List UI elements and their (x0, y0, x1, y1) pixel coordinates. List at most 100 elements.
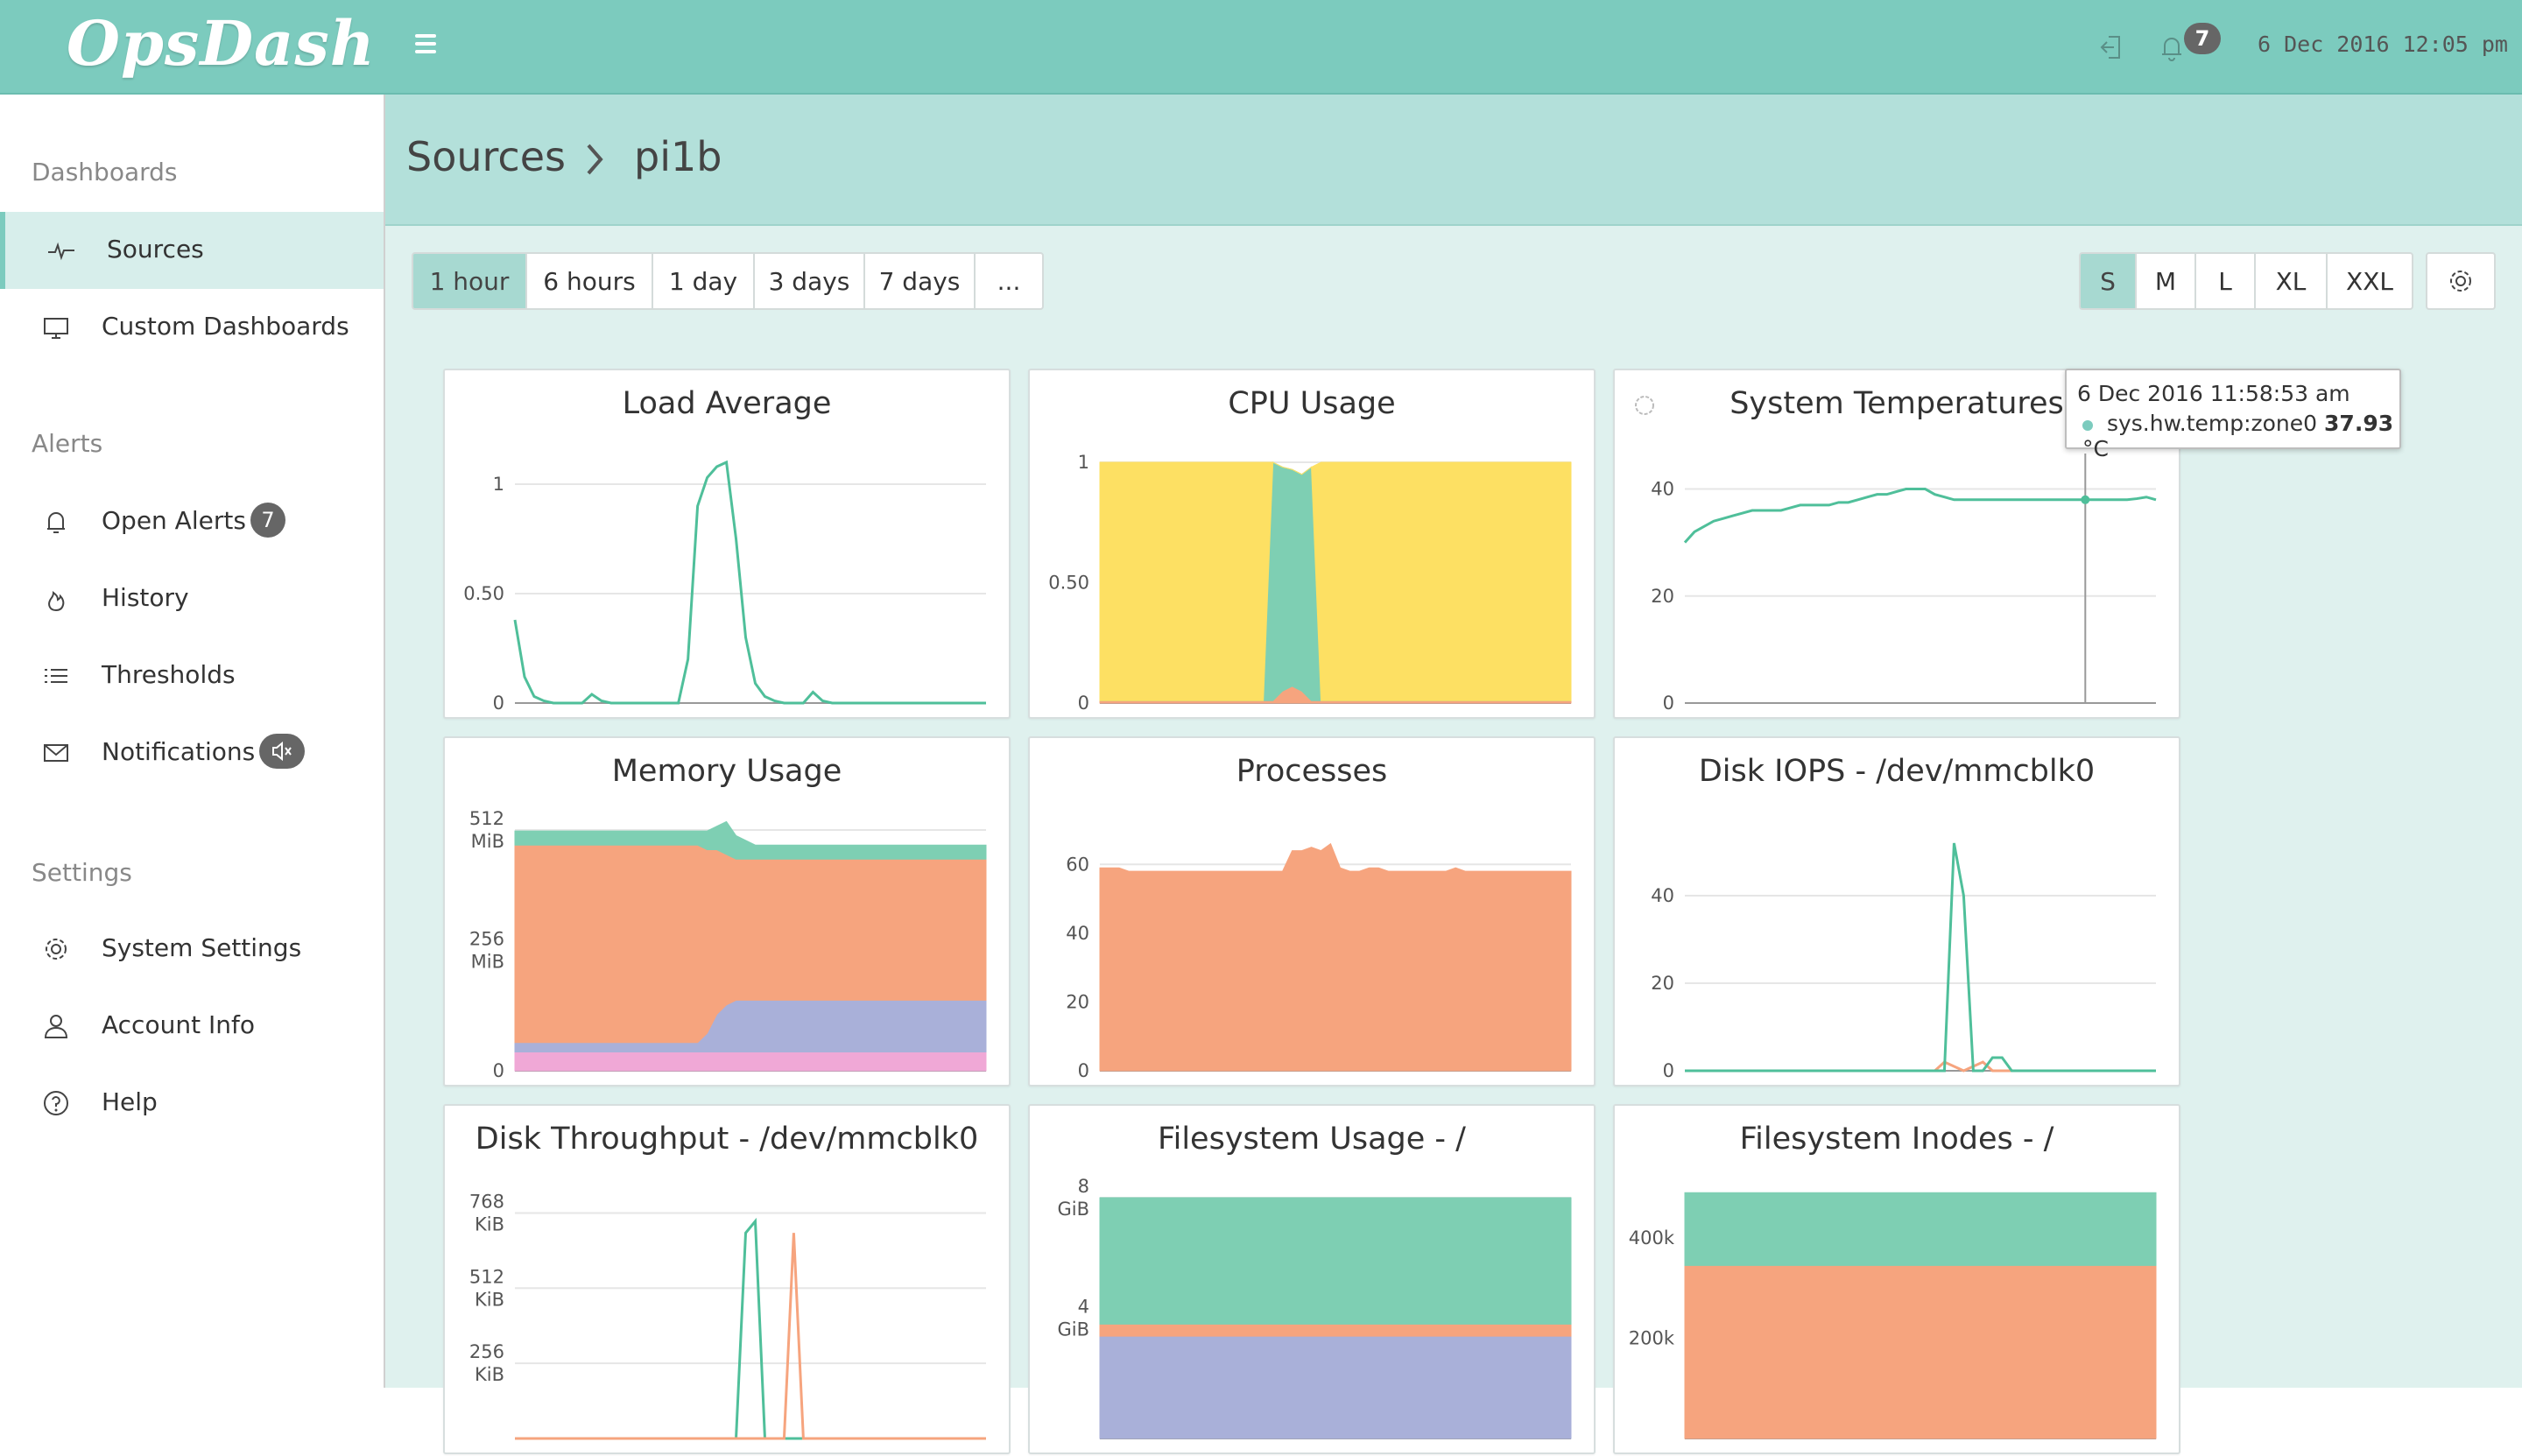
speaker-mute-icon (272, 741, 292, 762)
y-tick-label: 40 (1651, 885, 1674, 906)
y-tick-label: 60 (1066, 854, 1089, 875)
time-range-6-hours[interactable]: 6 hours (525, 252, 653, 310)
tooltip-value: 37.93 (2324, 411, 2394, 436)
monitor-icon (44, 318, 68, 339)
area-series-0[interactable] (1099, 842, 1572, 1072)
line-series-1[interactable] (1685, 842, 2156, 1073)
y-tick-label: MiB (471, 952, 504, 973)
chart-card[interactable]: Disk Throughput - /dev/mmcblk0 256 KiB 512 K… (443, 1104, 1011, 1454)
chart-plot: 0 0.50 1 (1048, 452, 1572, 714)
tooltip-time: 6 Dec 2016 11:58:53 am (2077, 381, 2350, 406)
chart-card[interactable]: Filesystem Usage - /4 GiB 8 GiB (1028, 1104, 1596, 1454)
y-tick-label: 200k (1629, 1327, 1675, 1348)
chart-card[interactable]: Disk IOPS - /dev/mmcblk0 0 20 40 (1613, 736, 2180, 1087)
area-series-2[interactable] (1099, 461, 1572, 701)
breadcrumb: Sources pi1b (385, 95, 2522, 226)
size-m[interactable]: M (2135, 252, 2196, 310)
size-s[interactable]: S (2079, 252, 2137, 310)
chart-title: Disk Throughput - /dev/mmcblk0 (475, 1122, 979, 1157)
chart-tooltip: 6 Dec 2016 11:58:53 am sys.hw.temp:zone0… (2065, 369, 2401, 461)
notification-count-badge[interactable]: 7 (2184, 23, 2221, 54)
area-series-1[interactable] (1099, 1323, 1572, 1337)
chart-title: Filesystem Usage - / (1158, 1122, 1466, 1157)
y-tick-label: 40 (1651, 479, 1674, 500)
area-series-0[interactable] (514, 1052, 987, 1072)
y-tick-label: 4 (1078, 1297, 1089, 1318)
area-series-1[interactable] (1684, 1192, 2157, 1266)
chart-title: Load Average (622, 386, 832, 421)
y-tick-label: 0 (1078, 1060, 1089, 1081)
sidebar-item-label: System Settings (102, 933, 302, 962)
area-series-3[interactable] (514, 820, 987, 860)
time-range-1-day[interactable]: 1 day (652, 252, 755, 310)
list-icon (45, 669, 67, 683)
size-selector: S M L XL XXL (2079, 252, 2413, 310)
hover-point (2081, 495, 2090, 504)
sidebar-item-label: History (102, 583, 189, 612)
breadcrumb-current: pi1b (634, 133, 722, 180)
sidebar-section-settings: Settings (32, 858, 132, 887)
sidebar-item-system-settings[interactable]: System Settings (0, 911, 384, 988)
chart-title: Memory Usage (611, 754, 842, 789)
envelope-icon (44, 744, 68, 762)
flame-icon (48, 591, 65, 612)
notifications-muted-badge (259, 734, 305, 769)
sidebar-item-account-info[interactable]: Account Info (0, 988, 384, 1065)
bell-icon[interactable] (2154, 30, 2189, 65)
y-tick-label: 20 (1651, 973, 1674, 994)
gear-icon (2450, 271, 2471, 292)
breadcrumb-parent[interactable]: Sources (406, 133, 566, 180)
y-tick-label: 40 (1066, 923, 1089, 944)
y-tick-label: 512 (469, 808, 504, 829)
y-tick-label: 0 (1663, 693, 1674, 714)
chart-card[interactable]: Processes 0 20 40 60 (1028, 736, 1596, 1087)
time-range-more[interactable]: ... (974, 252, 1044, 310)
hamburger-menu-icon[interactable] (415, 30, 448, 65)
gear-icon (46, 939, 67, 960)
size-xl[interactable]: XL (2254, 252, 2328, 310)
line-series-1[interactable] (515, 1233, 986, 1440)
time-range-3-days[interactable]: 3 days (753, 252, 865, 310)
chevron-right-icon (587, 144, 603, 175)
open-alerts-count-badge: 7 (250, 503, 285, 538)
sidebar-item-open-alerts[interactable]: Open Alerts 7 (0, 483, 384, 560)
time-range-1-hour[interactable]: 1 hour (412, 252, 527, 310)
sidebar-item-history[interactable]: History (0, 560, 384, 637)
sidebar-item-sources[interactable]: Sources (0, 212, 384, 289)
chart-card[interactable]: Memory Usage 0 256 MiB 512 MiB (443, 736, 1011, 1087)
size-xxl[interactable]: XXL (2326, 252, 2413, 310)
time-range-7-days[interactable]: 7 days (863, 252, 976, 310)
sidebar-item-custom-dashboards[interactable]: Custom Dashboards (0, 289, 384, 366)
chart-plot: 0 0.50 1 (463, 460, 986, 714)
chart-settings-gear-icon[interactable] (1635, 396, 1654, 415)
chart-card[interactable]: CPU Usage 0 0.50 1 (1028, 369, 1596, 719)
chart-title: System Temperatures (1729, 386, 2064, 421)
y-tick-label: 8 (1078, 1176, 1089, 1197)
sidebar-item-label: Notifications (102, 737, 256, 766)
line-series-0[interactable] (513, 460, 986, 705)
logout-icon[interactable] (2095, 30, 2130, 65)
area-series-0[interactable] (1684, 1264, 2157, 1439)
chart-plot: 200k 400k (1629, 1192, 2157, 1439)
y-tick-label: 20 (1066, 991, 1089, 1012)
sidebar-item-label: Custom Dashboards (102, 312, 349, 341)
sidebar-section-dashboards: Dashboards (32, 158, 178, 186)
sidebar-item-thresholds[interactable]: Thresholds (0, 637, 384, 714)
pulse-icon (48, 242, 74, 261)
area-series-2[interactable] (1099, 1197, 1572, 1325)
sidebar-item-notifications[interactable]: Notifications (0, 714, 384, 791)
sidebar-item-help[interactable]: Help (0, 1065, 384, 1142)
dashboard-settings-button[interactable] (2426, 252, 2496, 310)
clock: 6 Dec 2016 12:05 pm (2258, 32, 2508, 57)
chart-card[interactable]: System Temperatures 0 20 40 (1613, 369, 2180, 719)
y-tick-label: KiB (475, 1289, 504, 1310)
line-series-0[interactable] (1683, 488, 2157, 544)
line-series-0[interactable] (515, 1217, 986, 1440)
app-logo[interactable]: OpsDash (67, 7, 376, 80)
chart-card[interactable]: Filesystem Inodes - / 200k 400k (1613, 1104, 2180, 1454)
chart-card[interactable]: Load Average 0 0.50 1 (443, 369, 1011, 719)
tooltip-row: sys.hw.temp:zone0 37.93 °C (2082, 411, 2399, 461)
y-tick-label: 0 (493, 1060, 504, 1081)
size-l[interactable]: L (2194, 252, 2256, 310)
